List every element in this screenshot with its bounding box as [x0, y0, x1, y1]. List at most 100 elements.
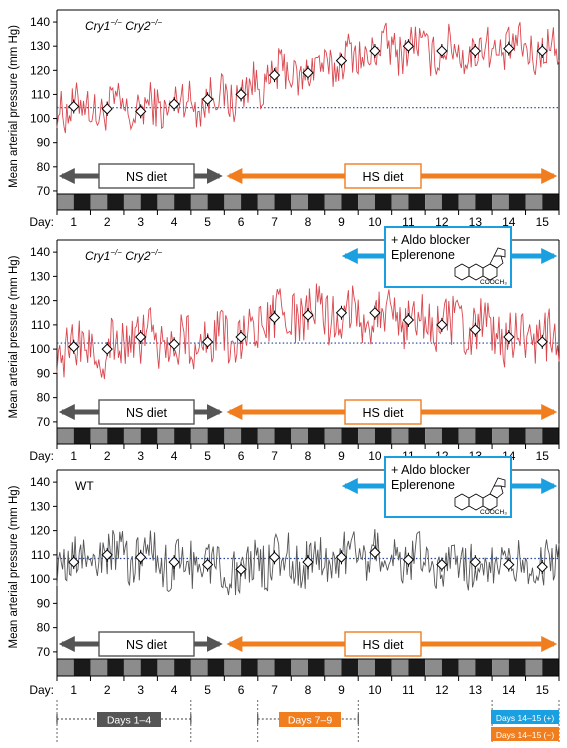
- y-tick-label: 80: [37, 160, 51, 174]
- daily-mean-point: [402, 40, 415, 52]
- dark-phase-block: [542, 659, 559, 676]
- light-phase-block: [90, 428, 108, 444]
- hs-diet-label: HS diet: [363, 638, 405, 652]
- day-prefix-label: Day:: [29, 449, 54, 463]
- light-phase-block: [391, 428, 409, 444]
- dark-phase-block: [508, 659, 526, 676]
- hs-diet-box: [344, 163, 422, 189]
- light-phase-block: [57, 194, 74, 210]
- light-phase-block: [358, 428, 375, 444]
- y-tick-label: 130: [30, 39, 50, 53]
- y-tick-label: 120: [30, 63, 50, 77]
- daily-mean-point: [68, 341, 80, 353]
- daily-mean-point: [503, 42, 515, 55]
- light-phase-block: [291, 659, 308, 676]
- y-tick-label: 100: [30, 342, 50, 356]
- light-phase-block: [291, 194, 308, 210]
- dark-phase-block: [308, 659, 325, 676]
- daily-mean-point: [402, 554, 415, 566]
- day-label: 10: [368, 449, 382, 463]
- light-phase-block: [224, 428, 242, 444]
- light-phase-block: [224, 659, 242, 676]
- dark-phase-block: [475, 428, 493, 444]
- y-axis-title: Mean arterial pressure (mm Hg): [8, 25, 20, 188]
- y-tick-label: 130: [30, 499, 50, 513]
- light-phase-block: [257, 659, 275, 676]
- y-tick-label: 140: [30, 245, 50, 259]
- day-label: 5: [204, 683, 211, 697]
- dark-phase-block: [508, 428, 526, 444]
- dark-phase-block: [274, 194, 292, 210]
- day-label: 8: [305, 215, 312, 229]
- light-phase-block: [391, 194, 409, 210]
- dark-phase-block: [341, 659, 359, 676]
- day-label: 7: [271, 215, 278, 229]
- dark-phase-block: [374, 194, 392, 210]
- dark-phase-block: [341, 194, 359, 210]
- dark-phase-block: [107, 659, 124, 676]
- day-label: 14: [502, 683, 516, 697]
- daily-mean-point: [201, 93, 214, 105]
- daily-mean-point: [268, 69, 281, 81]
- dark-phase-block: [207, 659, 225, 676]
- dark-phase-block: [408, 659, 426, 676]
- range-days-14-15-plus-box: [491, 710, 559, 724]
- dark-phase-block: [174, 659, 191, 676]
- daily-mean-point: [201, 558, 214, 571]
- light-phase-block: [492, 428, 509, 444]
- y-tick-label: 100: [30, 572, 50, 586]
- day-label: 12: [435, 215, 449, 229]
- genotype-label: WT: [75, 479, 94, 493]
- light-phase-block: [458, 659, 476, 676]
- daily-mean-point: [536, 45, 548, 57]
- day-label: 6: [238, 449, 245, 463]
- dark-phase-block: [441, 428, 459, 444]
- hs-diet-label: HS diet: [363, 406, 405, 420]
- day-label: 8: [305, 683, 312, 697]
- genotype-part: Cry2: [122, 19, 151, 33]
- molecule-ring: [493, 477, 506, 488]
- daily-mean-point: [268, 551, 281, 563]
- dark-phase-block: [542, 428, 559, 444]
- day-label: 8: [305, 449, 312, 463]
- ns-diet-box: [98, 163, 195, 189]
- light-dark-strip-frame: [56, 427, 560, 445]
- day-label: 13: [469, 683, 483, 697]
- light-phase-block: [492, 659, 509, 676]
- day-label: 3: [137, 449, 144, 463]
- light-phase-block: [123, 428, 141, 444]
- ns-diet-box: [98, 631, 195, 657]
- drug-box-line2: Eplerenone: [391, 248, 455, 262]
- daily-mean-point: [536, 561, 548, 573]
- y-tick-label: 90: [37, 136, 51, 150]
- daily-mean-point: [201, 336, 214, 348]
- drug-box-line1: + Aldo blocker: [391, 233, 470, 247]
- genotype-part: −/−: [151, 248, 163, 257]
- ns-diet-label: NS diet: [126, 170, 168, 184]
- daily-mean-point: [335, 551, 348, 563]
- day-label: 10: [368, 683, 382, 697]
- dark-phase-block: [374, 428, 392, 444]
- daily-mean-point: [101, 103, 113, 115]
- day-label: 7: [271, 449, 278, 463]
- daily-mean-point: [235, 563, 247, 576]
- dark-phase-block: [308, 428, 325, 444]
- molecule-ring: [489, 485, 504, 499]
- daily-mean-point: [469, 324, 481, 336]
- dark-phase-block: [441, 194, 459, 210]
- daily-mean-point: [268, 311, 281, 324]
- day-label: 3: [137, 683, 144, 697]
- light-dark-strip-frame: [56, 193, 560, 211]
- hs-diet-box: [344, 631, 422, 657]
- dark-phase-block: [73, 428, 91, 444]
- light-phase-block: [190, 428, 208, 444]
- drug-box: [384, 226, 512, 288]
- genotype-label: Cry1−/− Cry2−/−: [85, 248, 162, 263]
- dark-phase-block: [207, 428, 225, 444]
- y-tick-label: 80: [37, 391, 51, 405]
- day-label: 14: [502, 215, 516, 229]
- light-phase-block: [358, 659, 375, 676]
